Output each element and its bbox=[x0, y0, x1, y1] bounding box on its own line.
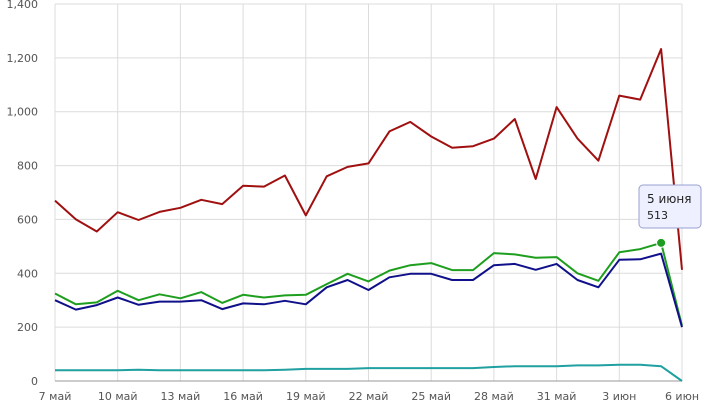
y-tick-label: 800 bbox=[17, 160, 38, 173]
x-tick-label: 22 май bbox=[349, 390, 389, 403]
y-tick-label: 600 bbox=[17, 213, 38, 226]
series-line-1[interactable] bbox=[54, 48, 683, 270]
highlighted-point[interactable] bbox=[656, 237, 667, 248]
axes: 0 200 400 600 800 1,000 1,200 1,400 7 май 10 май 1… bbox=[7, 0, 700, 403]
tooltip: 5 июня 513 bbox=[638, 184, 702, 229]
tooltip-date: 5 июня bbox=[647, 192, 691, 206]
x-tick-label: 25 май bbox=[411, 390, 451, 403]
x-tick-label: 28 май bbox=[474, 390, 514, 403]
x-tick-label: 16 май bbox=[223, 390, 263, 403]
y-tick-label: 1,200 bbox=[7, 52, 39, 65]
grid bbox=[54, 3, 683, 382]
series-line-3[interactable] bbox=[54, 252, 683, 328]
series-layer bbox=[54, 48, 683, 382]
series-line-4[interactable] bbox=[55, 363, 683, 382]
tooltip-value: 513 bbox=[647, 209, 668, 222]
y-tick-label: 1,000 bbox=[7, 106, 39, 119]
y-tick-label: 400 bbox=[17, 267, 38, 280]
x-tick-label: 3 июн bbox=[602, 390, 636, 403]
x-tick-label: 13 май bbox=[161, 390, 201, 403]
x-tick-label: 31 май bbox=[537, 390, 577, 403]
y-tick-label: 1,400 bbox=[7, 0, 39, 11]
x-tick-label: 7 май bbox=[39, 390, 72, 403]
y-tick-label: 200 bbox=[17, 321, 38, 334]
y-tick-label: 0 bbox=[31, 375, 38, 388]
x-tick-label: 19 май bbox=[286, 390, 326, 403]
series-line-2[interactable] bbox=[54, 241, 683, 327]
x-tick-label: 10 май bbox=[98, 390, 138, 403]
x-tick-label: 6 июн bbox=[665, 390, 699, 403]
tooltip-box bbox=[638, 184, 702, 229]
